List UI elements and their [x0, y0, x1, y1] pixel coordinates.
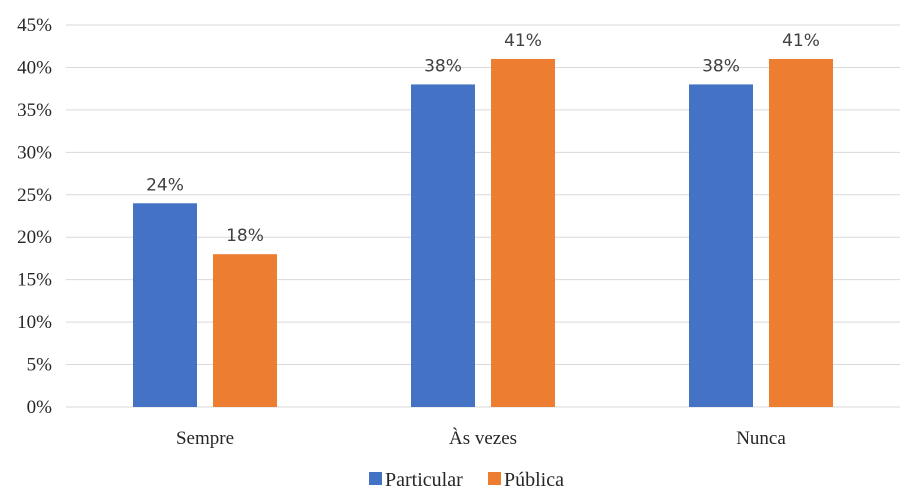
y-tick-label: 45% — [17, 15, 52, 36]
y-tick-label: 40% — [17, 57, 52, 78]
legend-label: Pública — [504, 469, 564, 491]
bar-publica-1 — [213, 254, 277, 407]
legend-label: Particular — [385, 469, 463, 491]
y-tick-label: 30% — [17, 142, 52, 163]
data-label: 41% — [782, 31, 820, 51]
data-labels: 24% 18% 38% 41% 38% 41% — [146, 31, 820, 246]
y-tick-label: 20% — [17, 227, 52, 248]
x-category-label: Nunca — [736, 428, 786, 449]
legend: Particular Pública — [369, 469, 564, 491]
x-axis-categories: Sempre Às vezes Nunca — [176, 427, 786, 449]
legend-swatch — [488, 472, 501, 485]
bar-particular-3 — [689, 84, 753, 407]
y-tick-label: 0% — [27, 397, 53, 418]
y-tick-label: 15% — [17, 270, 52, 291]
bar-particular-1 — [133, 203, 197, 407]
x-category-label: Às vezes — [449, 427, 517, 449]
bars — [133, 58, 833, 407]
y-tick-label: 35% — [17, 100, 52, 121]
y-axis-ticks: 0% 5% 10% 15% 20% 25% 30% 35% 40% 45% — [17, 15, 52, 418]
data-label: 18% — [226, 226, 264, 246]
bar-publica-2 — [491, 58, 555, 407]
x-category-label: Sempre — [176, 428, 234, 449]
data-label: 24% — [146, 175, 184, 195]
y-tick-label: 5% — [27, 355, 53, 376]
y-tick-label: 10% — [17, 312, 52, 333]
gridlines — [66, 24, 900, 408]
data-label: 41% — [504, 31, 542, 51]
y-tick-label: 25% — [17, 185, 52, 206]
data-label: 38% — [424, 56, 462, 76]
bar-publica-3 — [769, 58, 833, 407]
bar-particular-2 — [411, 84, 475, 407]
data-label: 38% — [702, 56, 740, 76]
legend-swatch — [369, 472, 382, 485]
